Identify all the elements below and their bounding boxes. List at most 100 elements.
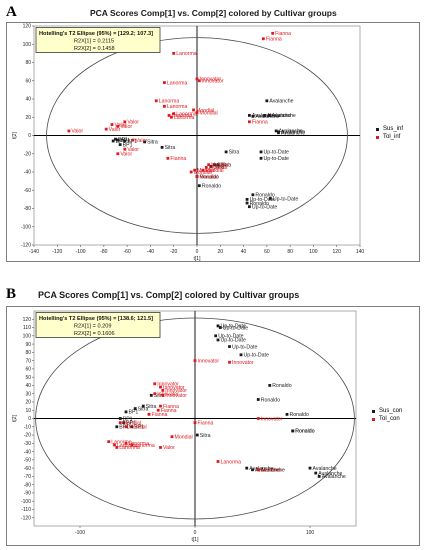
y-tick-label: 120 [23,24,32,30]
data-point [124,441,128,445]
data-point-label: BP1 [129,410,139,416]
stats-hotelling: Hotelling's T2 Ellipse (95%) = [129.2; 1… [39,31,153,37]
panel-a-title: PCA Scores Comp[1] vs. Comp[2] colored b… [90,8,337,18]
data-point-label: Lanorma [117,443,138,449]
data-point-label: BP1 [119,425,129,431]
data-point-label: Avalanche [249,466,273,472]
data-point [67,129,71,133]
data-point-label: BP1 [134,425,144,431]
y-tick-label: -40 [24,449,31,455]
data-point [201,168,205,172]
x-tick-label: 140 [356,249,365,255]
y-tick-label: -70 [24,474,31,480]
legend-label: Tol_con [379,416,400,422]
y-tick-label: -80 [24,206,31,212]
x-tick-label: -120 [52,249,62,255]
data-point-label: Innovator [165,388,187,394]
data-point [291,429,295,433]
data-point [153,392,157,396]
data-point-label: Avalanche [318,471,342,477]
data-point [214,334,218,338]
data-point [247,205,251,209]
data-point-label: Ronaldo [255,193,274,199]
data-point [224,150,228,154]
legend-swatch-sus [376,127,379,131]
data-point-label: Innovator [232,360,254,366]
data-point [118,421,122,425]
data-point-label: Valor [127,147,139,153]
stats-box [35,312,161,338]
data-point [163,104,166,108]
y-tick-label: 0 [28,133,31,139]
data-point-label: Valor [135,138,147,144]
data-point [118,143,122,147]
data-point [245,201,249,205]
x-tick-label: 60 [264,249,270,255]
data-point-label: Fianna [198,420,214,426]
data-point-label: Mondial [205,168,223,174]
data-point-label: Lanorma [261,468,282,474]
y-tick-label: 90 [25,342,31,348]
y-tick-label: -100 [21,499,31,505]
data-point-label: Lanorma [119,445,140,451]
data-point-label: Avalanche [313,466,337,472]
hotelling-ellipse [46,37,348,234]
stats-r2x: R2X[1] = 0.2115 [74,39,114,45]
y-tick-label: 80 [25,60,31,66]
y-tick-label: 100 [23,42,32,48]
data-point-label: Avalanche [272,113,296,119]
data-point [228,345,231,348]
legend-item-tol-con: Tol_con [372,415,402,423]
data-point-label: Avalanche [255,468,279,474]
data-point [216,163,220,167]
stats-r2x: R2X[1] = 0.209 [74,324,111,330]
y-tick-label: 120 [23,317,32,323]
data-point-label: Lanorma [159,99,180,105]
data-point-label: Lanorma [174,115,195,121]
y-axis-label: t[2] [12,414,18,422]
data-point-label: Innovator [200,77,222,83]
data-point-label: Sitra [213,164,224,170]
data-point [163,81,166,84]
y-tick-label: 10 [25,408,31,414]
data-point-label: Fianna [163,404,179,410]
data-point-label: Sitra [146,404,157,410]
x-tick-label: 100 [309,249,318,255]
data-point [130,443,134,447]
data-point [110,123,114,126]
data-point-label: Up-to-Date [264,156,289,162]
data-point [195,77,199,81]
data-point [115,446,119,449]
data-point [143,140,147,144]
data-point [256,417,260,420]
data-point-label: Valor [120,152,132,158]
data-point-label: Up-to-Date [273,196,298,202]
y-tick-label: 80 [25,350,31,356]
data-point [133,407,137,410]
data-point-label: Mondial [129,425,147,431]
data-point-label: Ronaldo [295,429,314,435]
stats-hotelling: Hotelling's T2 Ellipse (95%) = [138.6; 1… [39,316,153,322]
y-tick-label: -60 [24,188,31,194]
panel-b-legend: Sus_con Tol_con [372,407,402,423]
x-tick-label: -40 [147,249,154,255]
data-point [259,150,263,154]
x-tick-label: -140 [29,249,39,255]
y-tick-label: 60 [25,367,31,373]
data-point-label: Valor [127,120,139,126]
legend-item-sus-con: Sus_con [372,407,402,415]
data-point [169,115,173,119]
data-point [216,324,220,328]
data-point-label: Mondial [211,163,229,169]
data-point [265,99,269,103]
data-point [124,425,128,429]
data-point-label: Avalanche [281,131,305,137]
data-point [123,120,127,124]
data-point [247,120,251,124]
data-point-label: Valor [120,124,132,130]
data-point [159,385,162,389]
data-point [251,193,255,197]
data-point-label: Mondial [123,420,141,426]
data-point [195,175,199,178]
data-point-label: Sitra [217,163,228,169]
